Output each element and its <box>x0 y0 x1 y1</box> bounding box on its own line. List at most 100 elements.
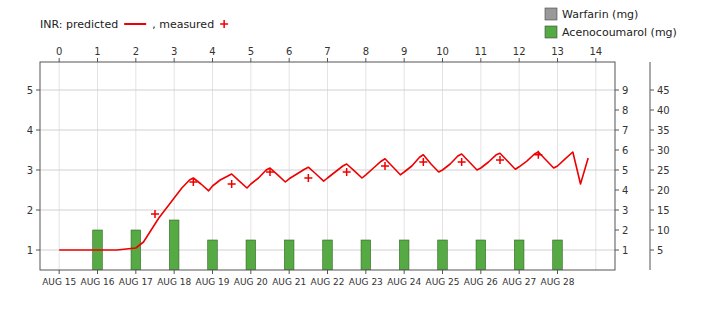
tick-label-y3: 1 <box>622 245 628 256</box>
tick-y2 <box>650 150 654 151</box>
grid-line-x <box>480 62 481 270</box>
grid-line-x <box>365 62 366 270</box>
tick-label-y3: 3 <box>622 205 628 216</box>
page: {"chart_data": { "type": "line", "xlim":… <box>0 0 720 322</box>
tick-x2 <box>519 270 520 274</box>
legend-swatch <box>545 26 557 38</box>
tick-x <box>442 58 443 62</box>
tick-label-x2: AUG 17 <box>119 277 153 287</box>
tick-label-x2: AUG 19 <box>195 277 229 287</box>
grid <box>40 62 615 270</box>
bar <box>399 240 409 270</box>
tick-label-x: 0 <box>56 46 62 57</box>
tick-label-y: 3 <box>27 165 33 176</box>
plot-frame <box>40 62 615 270</box>
tick-y2 <box>650 130 654 131</box>
chart: 01234567891011121314AUG 15AUG 16AUG 17AU… <box>0 0 720 322</box>
tick-label-y3: 4 <box>622 185 628 196</box>
tick-y <box>36 250 40 251</box>
tick-label-x: 8 <box>363 46 369 57</box>
tick-x <box>212 58 213 62</box>
tick-x2 <box>174 270 175 274</box>
tick-y3 <box>615 170 619 171</box>
tick-x2 <box>289 270 290 274</box>
grid-line-x <box>327 62 328 270</box>
tick-label-x2: AUG 15 <box>42 277 76 287</box>
legend-swatch <box>124 23 146 25</box>
data <box>59 151 588 270</box>
tick-label-x2: AUG 22 <box>310 277 344 287</box>
tick-y <box>36 170 40 171</box>
bar <box>131 230 141 270</box>
tick-label-x: 10 <box>436 46 449 57</box>
tick-y2 <box>650 230 654 231</box>
tick-label-y: 1 <box>27 245 33 256</box>
tick-label-x: 7 <box>324 46 330 57</box>
marker <box>304 174 312 182</box>
tick-y3 <box>615 230 619 231</box>
bar <box>169 220 179 270</box>
tick-y2 <box>650 190 654 191</box>
tick-x <box>97 58 98 62</box>
tick-x <box>595 58 596 62</box>
marker <box>343 168 351 176</box>
tick-label-x: 12 <box>513 46 526 57</box>
tick-x2 <box>212 270 213 274</box>
marker <box>534 151 542 159</box>
tick-label-y: 4 <box>27 125 33 136</box>
bar <box>438 240 448 270</box>
tick-x <box>365 58 366 62</box>
grid-line-x <box>595 62 596 270</box>
tick-label-y: 5 <box>27 85 33 96</box>
tick-label-x2: AUG 27 <box>502 277 536 287</box>
tick-x2 <box>442 270 443 274</box>
tick-y3 <box>615 250 619 251</box>
plot-background <box>40 62 615 270</box>
marker <box>228 180 236 188</box>
tick-x <box>519 58 520 62</box>
tick-label-x: 13 <box>551 46 564 57</box>
tick-x2 <box>327 270 328 274</box>
tick-label-x: 5 <box>248 46 254 57</box>
tick-y2 <box>650 210 654 211</box>
tick-label-y2: 5 <box>657 245 663 256</box>
legend-swatch <box>545 8 557 20</box>
tick-y2 <box>650 250 654 251</box>
tick-x2 <box>404 270 405 274</box>
bar <box>246 240 256 270</box>
tick-label-y2: 10 <box>657 225 670 236</box>
legend-label: , measured <box>152 18 214 31</box>
legend-label: Warfarin (mg) <box>562 8 638 21</box>
tick-label-y3: 2 <box>622 225 628 236</box>
grid-line-x <box>250 62 251 270</box>
grid-line-x <box>59 62 60 270</box>
tick-y <box>36 90 40 91</box>
tick-label-x2: AUG 20 <box>234 277 268 287</box>
tick-x2 <box>250 270 251 274</box>
tick-x <box>135 58 136 62</box>
grid-line-x <box>404 62 405 270</box>
bar <box>323 240 333 270</box>
tick-label-y2: 20 <box>657 185 670 196</box>
tick-y2 <box>650 110 654 111</box>
tick-label-y3: 5 <box>622 165 628 176</box>
tick-y3 <box>615 190 619 191</box>
grid-line-y <box>40 90 615 91</box>
tick-label-x: 2 <box>133 46 139 57</box>
tick-label-x: 11 <box>474 46 487 57</box>
legend-label: INR: predicted <box>40 18 118 31</box>
bar <box>208 240 218 270</box>
tick-x <box>557 58 558 62</box>
marker <box>189 178 197 186</box>
bar <box>514 240 524 270</box>
line <box>59 152 588 250</box>
tick-label-x2: AUG 26 <box>464 277 498 287</box>
tick-label-x2: AUG 23 <box>349 277 383 287</box>
tick-label-x: 1 <box>94 46 100 57</box>
tick-x <box>404 58 405 62</box>
tick-label-x: 14 <box>589 46 602 57</box>
tick-y2 <box>650 170 654 171</box>
tick-label-x: 3 <box>171 46 177 57</box>
tick-x2 <box>557 270 558 274</box>
tick-label-y3: 8 <box>622 105 628 116</box>
